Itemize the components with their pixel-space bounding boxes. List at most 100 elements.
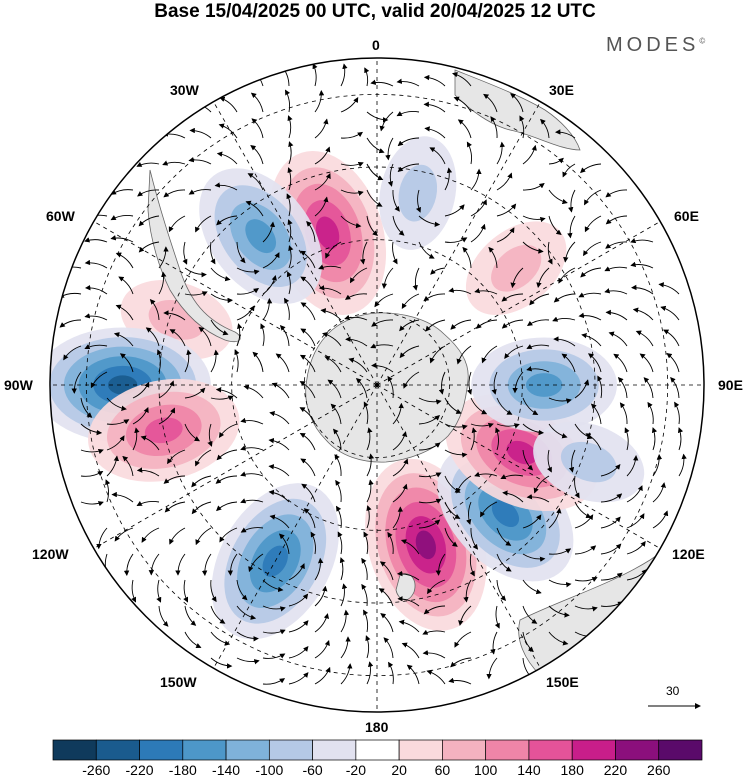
wind-arrow	[215, 475, 238, 484]
wind-arrow	[496, 227, 515, 243]
wind-arrow	[215, 387, 238, 399]
wind-arrow	[387, 375, 394, 399]
wind-arrow	[444, 527, 458, 547]
wind-arrow	[345, 336, 368, 347]
wind-arrow	[526, 366, 550, 373]
wind-arrow	[481, 345, 498, 364]
wind-vectors	[58, 63, 687, 685]
wind-arrow	[195, 527, 212, 546]
wind-arrow	[450, 657, 472, 668]
wind-arrow	[240, 445, 264, 451]
wind-arrow	[80, 423, 103, 436]
lon-label-180: 180	[365, 719, 389, 735]
wind-arrow	[548, 397, 572, 404]
colorbar-segment	[485, 739, 530, 761]
wind-arrow	[429, 345, 446, 364]
wind-arrow	[574, 475, 580, 499]
wind-arrow	[462, 246, 472, 269]
wind-arrow	[105, 479, 111, 503]
wind-arrow	[470, 199, 487, 217]
wind-arrow	[626, 513, 645, 529]
wind-arrow	[470, 527, 479, 550]
wind-arrow	[269, 514, 290, 529]
wind-arrow	[299, 381, 316, 399]
colorbar-tick: -140	[212, 762, 241, 778]
wind-arrow	[435, 553, 446, 576]
wind-arrow	[240, 527, 264, 533]
wind-arrow	[583, 241, 602, 257]
wind-arrow	[397, 137, 420, 147]
wind-arrow	[63, 345, 82, 361]
wind-arrow	[496, 397, 513, 415]
meridian-line	[376, 384, 661, 549]
wind-arrow	[337, 531, 343, 555]
wind-arrow	[474, 471, 498, 477]
wind-arrow	[496, 553, 512, 572]
wind-arrow	[335, 505, 342, 529]
wind-arrow	[268, 464, 290, 477]
wind-arrow	[312, 63, 318, 87]
colorbar-segment	[398, 739, 443, 761]
wind-arrow	[269, 410, 290, 425]
wind-arrow	[275, 353, 290, 373]
wind-arrow	[184, 423, 201, 442]
wind-arrow	[366, 215, 378, 237]
wind-arrow	[169, 329, 186, 347]
wind-arrow	[158, 407, 176, 425]
wind-arrow	[136, 467, 160, 477]
wind-arrow	[555, 129, 576, 139]
wind-arrow	[630, 238, 654, 244]
wind-arrow	[148, 553, 160, 576]
wind-arrow	[522, 631, 534, 653]
wind-arrow	[140, 435, 160, 451]
wind-arrow	[415, 189, 421, 213]
wind-arrow	[236, 305, 255, 321]
wind-arrow	[262, 678, 286, 685]
wind-arrow	[169, 527, 186, 545]
wind-arrow	[210, 395, 234, 401]
wind-arrow	[392, 241, 398, 265]
wind-arrow	[422, 629, 446, 635]
wind-arrow	[486, 657, 498, 680]
wind-arrow	[454, 631, 472, 648]
wind-arrow	[182, 241, 188, 265]
colorbar-tick: -60	[302, 762, 323, 778]
wind-arrow	[286, 193, 292, 217]
wind-arrow	[314, 146, 331, 165]
wind-arrow	[123, 553, 134, 577]
wind-arrow	[299, 354, 316, 373]
contour-fill	[245, 219, 277, 254]
lon-label-120e: 120E	[672, 546, 705, 562]
wind-arrow	[526, 319, 550, 327]
wind-arrow	[106, 419, 130, 425]
wind-arrow	[288, 593, 309, 607]
wind-arrow	[84, 237, 108, 243]
wind-arrow	[563, 241, 576, 263]
wind-arrow	[201, 553, 212, 577]
wind-arrow	[401, 642, 420, 659]
wind-arrow	[483, 93, 498, 113]
wind-arrow	[580, 267, 602, 278]
wind-arrow	[284, 297, 290, 321]
wind-arrow	[366, 189, 383, 207]
pole-marker	[375, 383, 379, 387]
wind-arrow	[448, 677, 472, 685]
wind-arrow	[287, 115, 293, 139]
wind-arrow	[306, 220, 316, 243]
wind-arrow	[423, 101, 446, 113]
colorbar-tick: -180	[168, 762, 197, 778]
wind-arrow	[314, 666, 331, 685]
wind-arrow	[423, 605, 446, 615]
wind-arrow	[118, 276, 134, 295]
wind-arrow	[597, 375, 603, 399]
wind-arrow	[496, 203, 517, 217]
wind-arrow	[301, 483, 316, 503]
wind-arrow	[210, 241, 216, 265]
wind-arrow	[522, 553, 546, 562]
wind-arrow	[604, 288, 628, 295]
wind-arrow	[469, 553, 475, 577]
colorbar-tick: 20	[391, 762, 407, 778]
wind-arrow	[195, 215, 212, 233]
wind-arrow	[522, 144, 537, 165]
wind-arrow	[287, 167, 293, 191]
